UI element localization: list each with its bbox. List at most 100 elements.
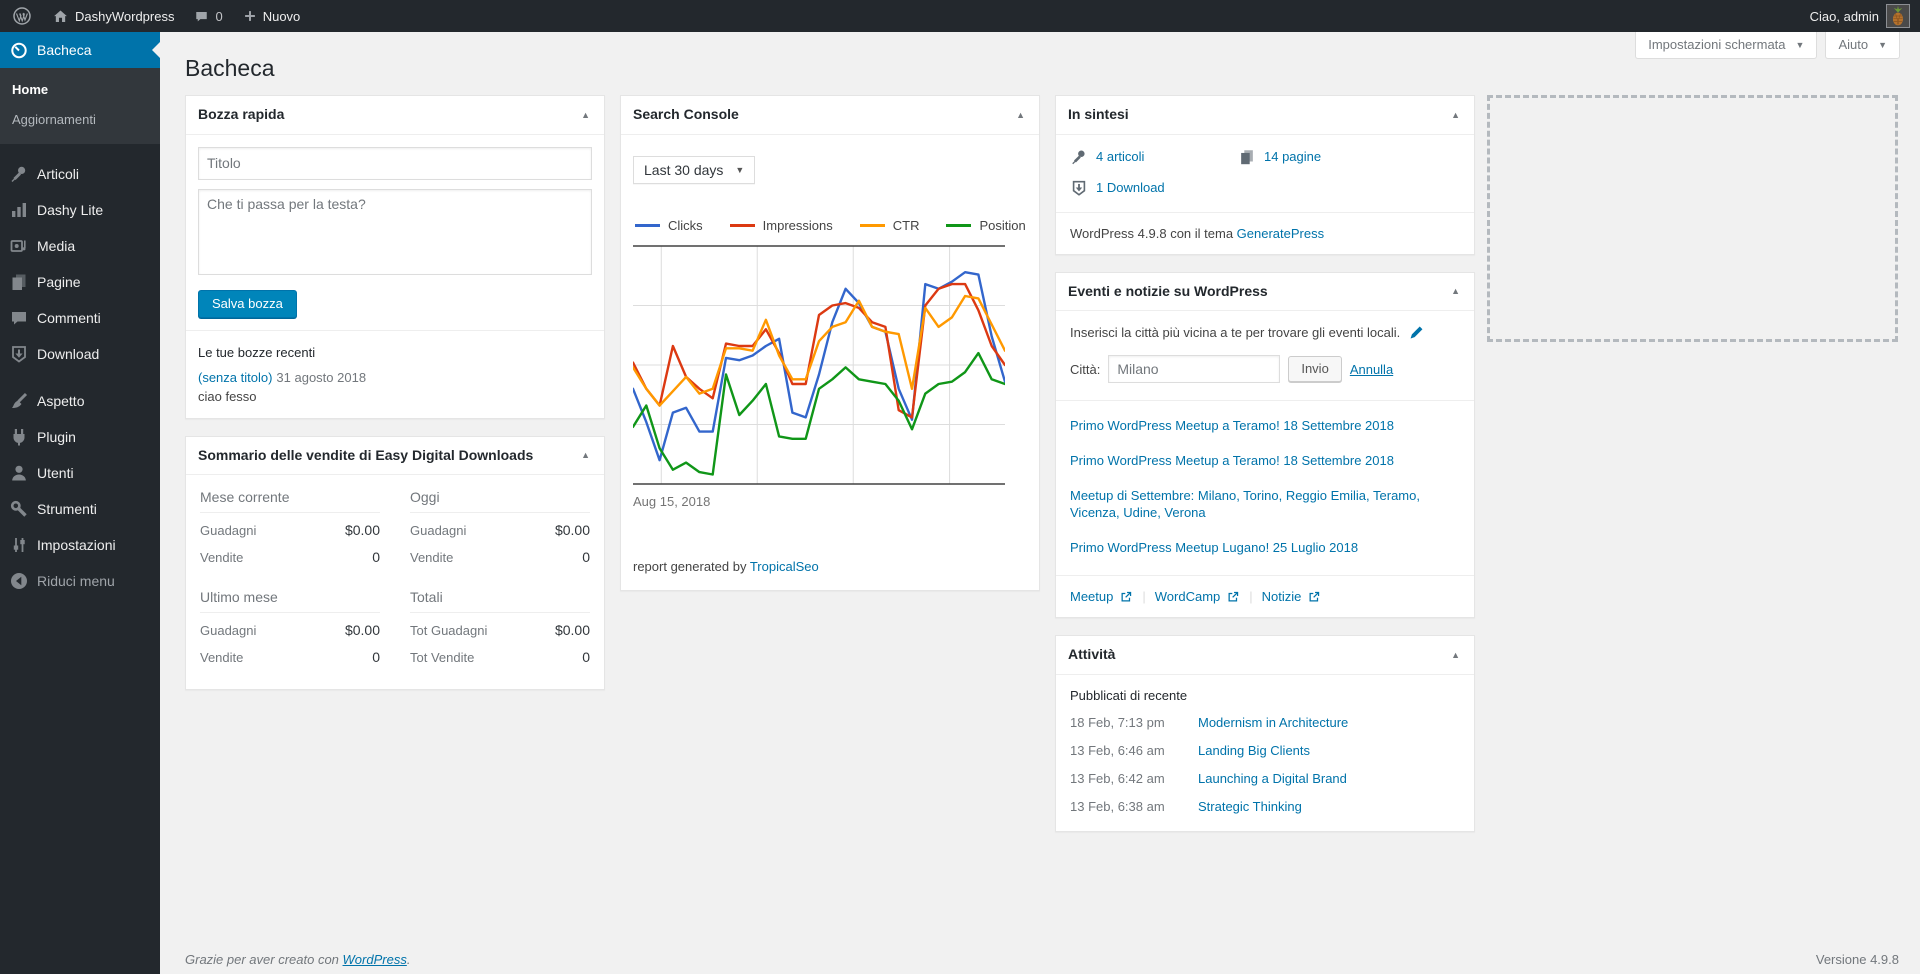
sidebar-item-users[interactable]: Utenti [0, 455, 160, 491]
comments-menu[interactable]: 0 [184, 0, 232, 32]
posts-count-link[interactable]: 4 articoli [1096, 149, 1145, 165]
draft-link[interactable]: (senza titolo) [198, 369, 273, 385]
edd-section-heading: Ultimo mese [200, 589, 380, 614]
search-console-widget: Search Console ▲ Last 30 days ▼ Clicks I… [620, 95, 1040, 591]
date-range-select[interactable]: Last 30 days ▼ [633, 155, 756, 184]
event-link[interactable]: Primo WordPress Meetup Lugano! 25 Luglio… [1070, 540, 1359, 556]
meetup-link[interactable]: Meetup [1070, 589, 1133, 604]
edd-section-today: Oggi Guadagni $0.00 Vendite 0 [410, 489, 590, 567]
submit-city-button[interactable]: Invio [1288, 356, 1342, 383]
sidebar-item-media[interactable]: Media [0, 228, 160, 264]
collapse-toggle-icon[interactable]: ▲ [1451, 649, 1460, 660]
chevron-down-icon: ▼ [1878, 39, 1887, 50]
collapse-toggle-icon[interactable]: ▲ [581, 450, 590, 461]
sidebar-item-label: Download [37, 346, 100, 362]
post-date: 18 Feb, 7:13 pm [1070, 714, 1165, 730]
collapse-toggle-icon[interactable]: ▲ [1451, 286, 1460, 297]
help-button[interactable]: Aiuto ▼ [1825, 32, 1900, 59]
glance-downloads: 1 Download [1070, 179, 1238, 197]
collapse-toggle-icon[interactable]: ▲ [1016, 109, 1025, 120]
my-account-menu[interactable]: Ciao, admin [1810, 4, 1920, 28]
wordpress-link[interactable]: WordPress [342, 952, 407, 967]
sidebar-item-label: Media [37, 238, 76, 254]
users-icon [9, 463, 29, 483]
sidebar-item-dashboard[interactable]: Bacheca [0, 32, 160, 68]
site-name-label: DashyWordpress [75, 8, 175, 24]
event-item: Primo WordPress Meetup a Teramo! 18 Sett… [1070, 443, 1460, 478]
sidebar-item-appearance[interactable]: Aspetto [0, 383, 160, 419]
external-link-icon [1307, 590, 1321, 604]
sidebar-item-download[interactable]: Download [0, 336, 160, 372]
collapse-toggle-icon[interactable]: ▲ [1451, 109, 1460, 120]
main-content: Impostazioni schermata ▼ Aiuto ▼ Bacheca… [160, 32, 1920, 974]
draft-content-textarea[interactable] [198, 188, 592, 275]
event-link[interactable]: Primo WordPress Meetup a Teramo! 18 Sett… [1070, 418, 1394, 434]
chart-legend: Clicks Impressions CTR Position [635, 218, 1027, 233]
post-title-link[interactable]: Landing Big Clients [1198, 742, 1311, 758]
new-content-menu[interactable]: Nuovo [233, 0, 311, 32]
save-draft-button[interactable]: Salva bozza [198, 289, 297, 318]
sidebar-item-plugins[interactable]: Plugin [0, 419, 160, 455]
wordpress-version-text: WordPress 4.9.8 con il tema GeneratePres… [1056, 211, 1474, 254]
glance-items: 4 articoli 14 pagine 1 Download [1056, 135, 1474, 212]
appearance-brush-icon [9, 391, 29, 411]
wordcamp-link[interactable]: WordCamp [1155, 589, 1241, 604]
dashboard-icon [9, 40, 29, 60]
sidebar-item-dashy-lite[interactable]: Dashy Lite [0, 192, 160, 228]
site-name-menu[interactable]: DashyWordpress [42, 0, 184, 32]
cancel-link[interactable]: Annulla [1349, 361, 1394, 377]
admin-sidebar: Bacheca Home Aggiornamenti Articoli Dash… [0, 32, 160, 974]
separator: | [1142, 589, 1146, 605]
pages-icon [1238, 148, 1256, 166]
edd-stat-row: Guadagni $0.00 [410, 522, 590, 539]
sidebar-item-pages[interactable]: Pagine [0, 264, 160, 300]
submenu-item-home[interactable]: Home [12, 82, 49, 97]
recent-drafts-section: Le tue bozze recenti (senza titolo) 31 ag… [186, 329, 604, 418]
external-link-icon [1226, 590, 1240, 604]
pencil-edit-icon[interactable] [1408, 324, 1425, 341]
page-title: Bacheca [185, 55, 275, 81]
post-title-link[interactable]: Launching a Digital Brand [1198, 770, 1347, 786]
downloads-count-link[interactable]: 1 Download [1096, 180, 1165, 196]
screen-options-button[interactable]: Impostazioni schermata ▼ [1635, 32, 1818, 59]
city-input[interactable] [1108, 355, 1281, 384]
widget-title: Bozza rapida [198, 106, 285, 122]
post-title-link[interactable]: Strategic Thinking [1198, 798, 1302, 814]
legend-item-ctr: CTR [859, 218, 919, 233]
screen-meta-links: Impostazioni schermata ▼ Aiuto ▼ [1635, 32, 1900, 59]
edd-stat-row: Tot Guadagni $0.00 [410, 622, 590, 639]
home-icon [52, 8, 69, 25]
draft-title-input[interactable] [198, 146, 592, 180]
search-console-body: Last 30 days ▼ Clicks Impressions CTR [621, 135, 1039, 590]
submenu-item-updates[interactable]: Aggiornamenti [12, 112, 96, 127]
theme-link[interactable]: GeneratePress [1236, 225, 1325, 241]
published-post-row: 13 Feb, 6:46 am Landing Big Clients [1056, 737, 1474, 765]
sidebar-item-posts[interactable]: Articoli [0, 156, 160, 192]
sidebar-item-label: Bacheca [37, 42, 92, 58]
comments-count: 0 [215, 8, 223, 24]
post-title-link[interactable]: Modernism in Architecture [1198, 714, 1349, 730]
recent-drafts-heading: Le tue bozze recenti [198, 344, 316, 360]
settings-sliders-icon [9, 535, 29, 555]
legend-swatch [635, 223, 660, 227]
collapse-toggle-icon[interactable]: ▲ [581, 109, 590, 120]
tools-wrench-icon [9, 499, 29, 519]
download-icon [1070, 179, 1088, 197]
sidebar-item-collapse-menu[interactable]: Riduci menu [0, 563, 160, 599]
event-link[interactable]: Primo WordPress Meetup a Teramo! 18 Sett… [1070, 453, 1394, 469]
event-link[interactable]: Meetup di Settembre: Milano, Torino, Reg… [1070, 488, 1420, 521]
news-link[interactable]: Notizie [1262, 589, 1322, 604]
draft-excerpt: ciao fesso [198, 388, 257, 404]
widget-drop-zone[interactable] [1487, 95, 1898, 342]
event-list: Primo WordPress Meetup a Teramo! 18 Sett… [1056, 401, 1474, 575]
recent-draft-item: (senza titolo) 31 agosto 2018 ciao fesso [198, 370, 592, 404]
footer-version: Versione 4.9.8 [1815, 952, 1899, 967]
sidebar-item-settings[interactable]: Impostazioni [0, 527, 160, 563]
sidebar-item-comments[interactable]: Commenti [0, 300, 160, 336]
sidebar-item-tools[interactable]: Strumenti [0, 491, 160, 527]
pages-count-link[interactable]: 14 pagine [1264, 149, 1322, 165]
wordpress-logo-menu[interactable] [0, 0, 42, 32]
search-console-chart [633, 244, 1005, 485]
event-item: Primo WordPress Meetup Lugano! 25 Luglio… [1070, 530, 1460, 565]
tropicalseo-link[interactable]: TropicalSeo [749, 558, 819, 574]
